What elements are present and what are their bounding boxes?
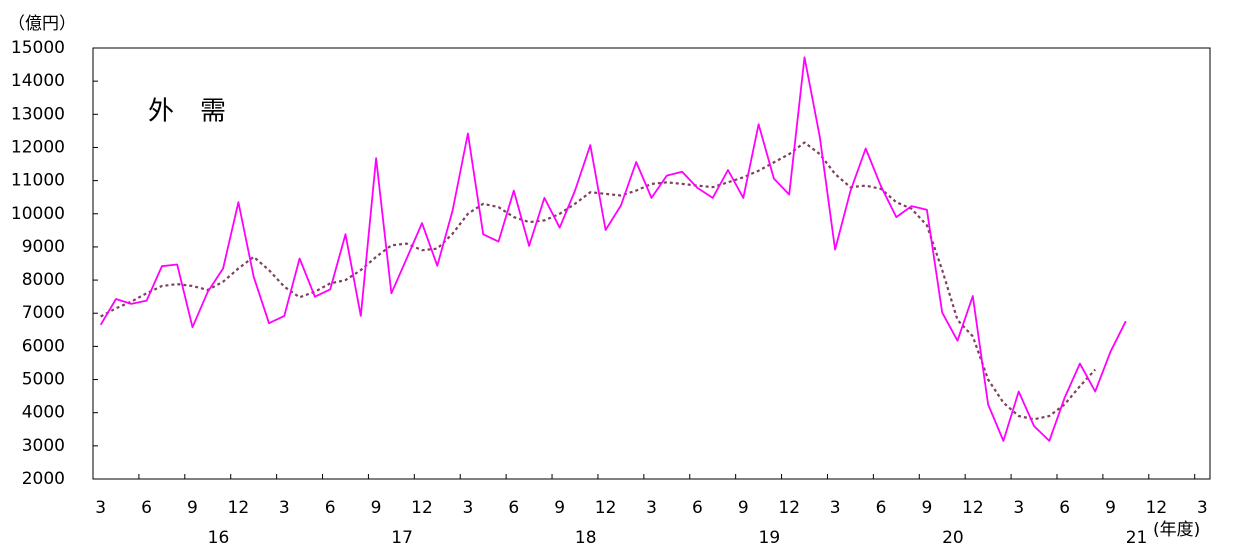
- x-tick-label: 3: [279, 498, 290, 518]
- x-tick-label: 3: [1013, 498, 1024, 518]
- x-tick-label: 9: [554, 498, 565, 518]
- x-tick-label: 9: [187, 498, 198, 518]
- fiscal-year-label: 20: [942, 528, 964, 548]
- x-tick-label: 6: [141, 498, 152, 518]
- x-tick-label: 3: [95, 498, 106, 518]
- x-tick-label: 12: [411, 498, 433, 518]
- x-tick-label: 3: [646, 498, 657, 518]
- x-tick-label: 12: [778, 498, 800, 518]
- x-unit-label: (年度): [1153, 520, 1200, 540]
- x-tick-label: 3: [1197, 498, 1208, 518]
- y-tick-label: 11000: [11, 171, 65, 191]
- x-tick-label: 6: [1059, 498, 1070, 518]
- x-tick-label: 9: [738, 498, 749, 518]
- y-tick-label: 12000: [11, 137, 65, 157]
- y-tick-label: 2000: [22, 469, 65, 489]
- y-tick-label: 15000: [11, 38, 65, 58]
- y-tick-label: 13000: [11, 104, 65, 124]
- x-tick-label: 9: [1105, 498, 1116, 518]
- y-tick-label: 10000: [11, 204, 65, 224]
- y-tick-label: 7000: [22, 303, 65, 323]
- y-tick-label: 4000: [22, 403, 65, 423]
- y-tick-label: 5000: [22, 370, 65, 390]
- x-tick-label: 6: [692, 498, 703, 518]
- fiscal-year-label: 17: [391, 528, 413, 548]
- x-tick-label: 9: [371, 498, 382, 518]
- y-tick-label: 9000: [22, 237, 65, 257]
- fiscal-year-label: 16: [208, 528, 230, 548]
- x-tick-label: 9: [922, 498, 933, 518]
- x-tick-label: 6: [325, 498, 336, 518]
- x-tick-label: 12: [962, 498, 984, 518]
- fiscal-year-label: 19: [759, 528, 781, 548]
- x-tick-label: 6: [508, 498, 519, 518]
- fiscal-year-label: 21: [1126, 528, 1148, 548]
- annotation: 外 需: [148, 97, 226, 127]
- x-tick-label: 12: [595, 498, 617, 518]
- x-tick-label: 3: [462, 498, 473, 518]
- y-tick-label: 14000: [11, 71, 65, 91]
- x-tick-label: 3: [830, 498, 841, 518]
- x-tick-label: 12: [228, 498, 250, 518]
- plot-frame: [92, 47, 1211, 480]
- y-tick-label: 3000: [22, 436, 65, 456]
- y-unit-label: （億円）: [8, 14, 76, 34]
- data-line: [99, 56, 1127, 442]
- y-tick-label: 8000: [22, 270, 65, 290]
- x-tick-label: 6: [876, 498, 887, 518]
- fiscal-year-label: 18: [575, 528, 597, 548]
- x-tick-label: 12: [1146, 498, 1168, 518]
- y-tick-label: 6000: [22, 336, 65, 356]
